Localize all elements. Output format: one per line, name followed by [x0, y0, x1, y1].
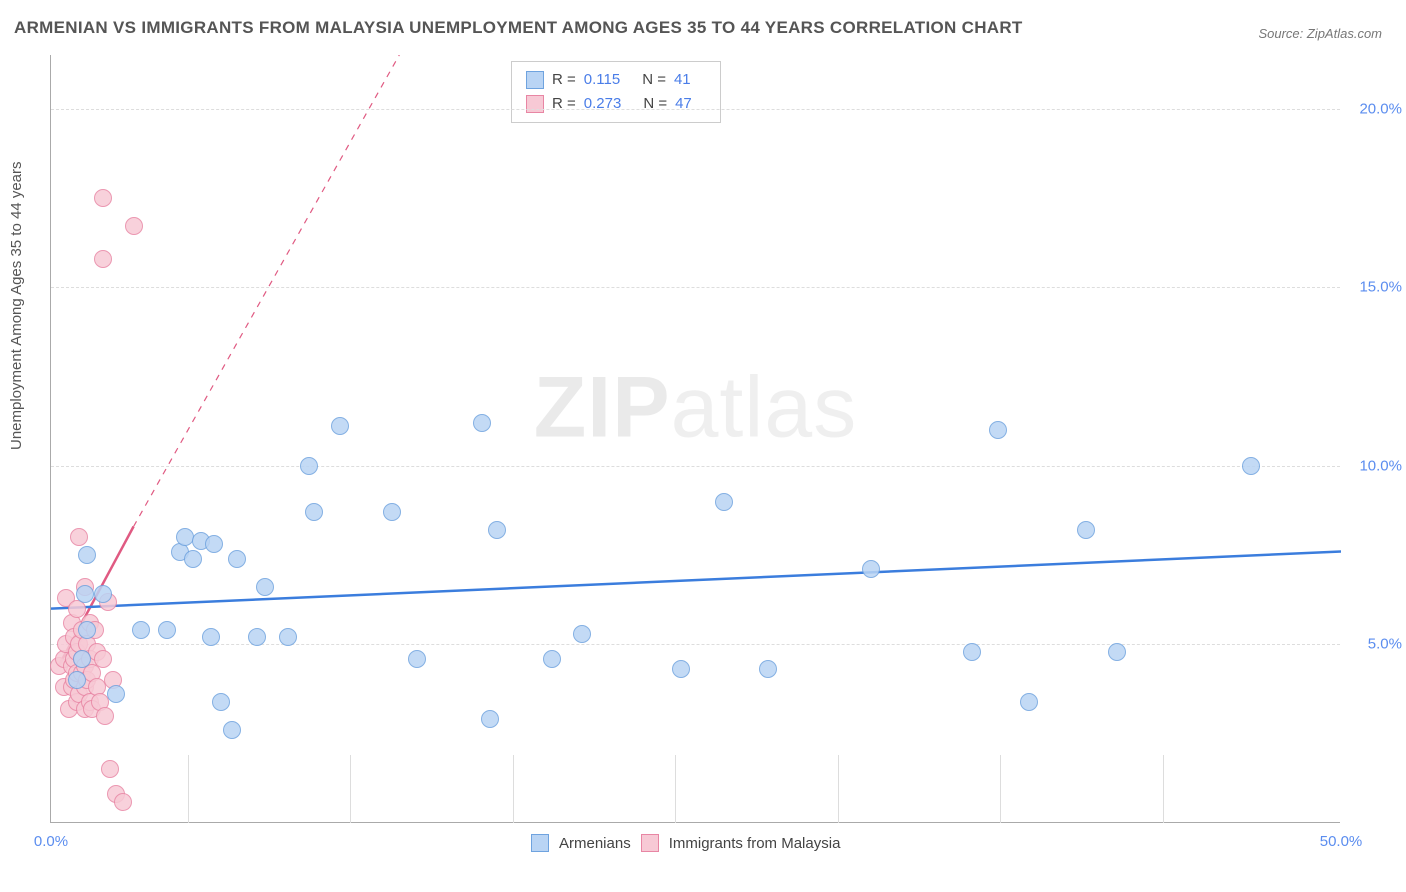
- legend-swatch: [531, 834, 549, 852]
- data-point: [202, 628, 220, 646]
- data-point: [78, 621, 96, 639]
- data-point: [543, 650, 561, 668]
- data-point: [158, 621, 176, 639]
- data-point: [481, 710, 499, 728]
- data-point: [331, 417, 349, 435]
- source-label: Source: ZipAtlas.com: [1258, 26, 1382, 41]
- data-point: [1242, 457, 1260, 475]
- data-point: [300, 457, 318, 475]
- data-point: [383, 503, 401, 521]
- y-tick-label: 20.0%: [1359, 100, 1402, 117]
- data-point: [1020, 693, 1038, 711]
- data-point: [672, 660, 690, 678]
- data-point: [94, 650, 112, 668]
- data-point: [573, 625, 591, 643]
- data-point: [73, 650, 91, 668]
- data-point: [963, 643, 981, 661]
- data-point: [125, 217, 143, 235]
- data-point: [184, 550, 202, 568]
- chart-title: ARMENIAN VS IMMIGRANTS FROM MALAYSIA UNE…: [14, 18, 1023, 38]
- y-tick-label: 15.0%: [1359, 279, 1402, 296]
- data-point: [68, 671, 86, 689]
- y-axis-label: Unemployment Among Ages 35 to 44 years: [8, 161, 25, 450]
- data-point: [305, 503, 323, 521]
- chart-container: ARMENIAN VS IMMIGRANTS FROM MALAYSIA UNE…: [0, 0, 1406, 892]
- data-point: [101, 760, 119, 778]
- legend: Armenians Immigrants from Malaysia: [531, 834, 840, 852]
- data-point: [256, 578, 274, 596]
- data-point: [715, 493, 733, 511]
- x-tick-label: 50.0%: [1320, 833, 1363, 850]
- y-tick-label: 5.0%: [1368, 636, 1402, 653]
- trend-overlay: [51, 55, 1341, 823]
- data-point: [862, 560, 880, 578]
- data-point: [76, 585, 94, 603]
- legend-label: Armenians: [559, 835, 631, 852]
- trend-line: [134, 55, 400, 527]
- data-point: [279, 628, 297, 646]
- legend-swatch: [641, 834, 659, 852]
- data-point: [408, 650, 426, 668]
- data-point: [205, 535, 223, 553]
- data-point: [1077, 521, 1095, 539]
- data-point: [1108, 643, 1126, 661]
- data-point: [94, 189, 112, 207]
- data-point: [488, 521, 506, 539]
- data-point: [94, 585, 112, 603]
- data-point: [989, 421, 1007, 439]
- x-tick-label: 0.0%: [34, 833, 68, 850]
- data-point: [70, 528, 88, 546]
- data-point: [248, 628, 266, 646]
- data-point: [107, 685, 125, 703]
- data-point: [212, 693, 230, 711]
- data-point: [228, 550, 246, 568]
- y-tick-label: 10.0%: [1359, 457, 1402, 474]
- data-point: [114, 793, 132, 811]
- legend-label: Immigrants from Malaysia: [669, 835, 841, 852]
- data-point: [473, 414, 491, 432]
- data-point: [78, 546, 96, 564]
- data-point: [96, 707, 114, 725]
- data-point: [94, 250, 112, 268]
- data-point: [759, 660, 777, 678]
- data-point: [132, 621, 150, 639]
- plot-area: ZIPatlas R = 0.115 N = 41 R = 0.273 N = …: [50, 55, 1340, 823]
- data-point: [223, 721, 241, 739]
